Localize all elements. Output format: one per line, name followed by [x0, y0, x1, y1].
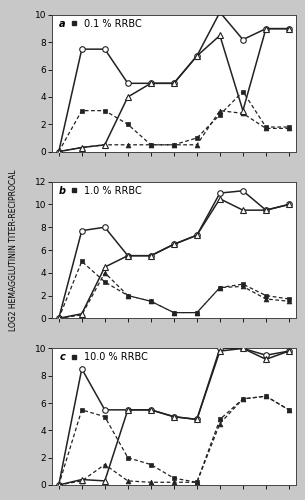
Text: 0.1 % RRBC: 0.1 % RRBC — [84, 19, 141, 29]
Text: a: a — [59, 19, 66, 29]
Text: 1.0 % RRBC: 1.0 % RRBC — [84, 186, 141, 196]
Text: LOG2 HEMAGGLUTININ TITER-RECIPROCAL: LOG2 HEMAGGLUTININ TITER-RECIPROCAL — [9, 169, 18, 331]
Text: 10.0 % RRBC: 10.0 % RRBC — [84, 352, 147, 362]
Text: b: b — [59, 186, 66, 196]
Text: c: c — [59, 352, 65, 362]
